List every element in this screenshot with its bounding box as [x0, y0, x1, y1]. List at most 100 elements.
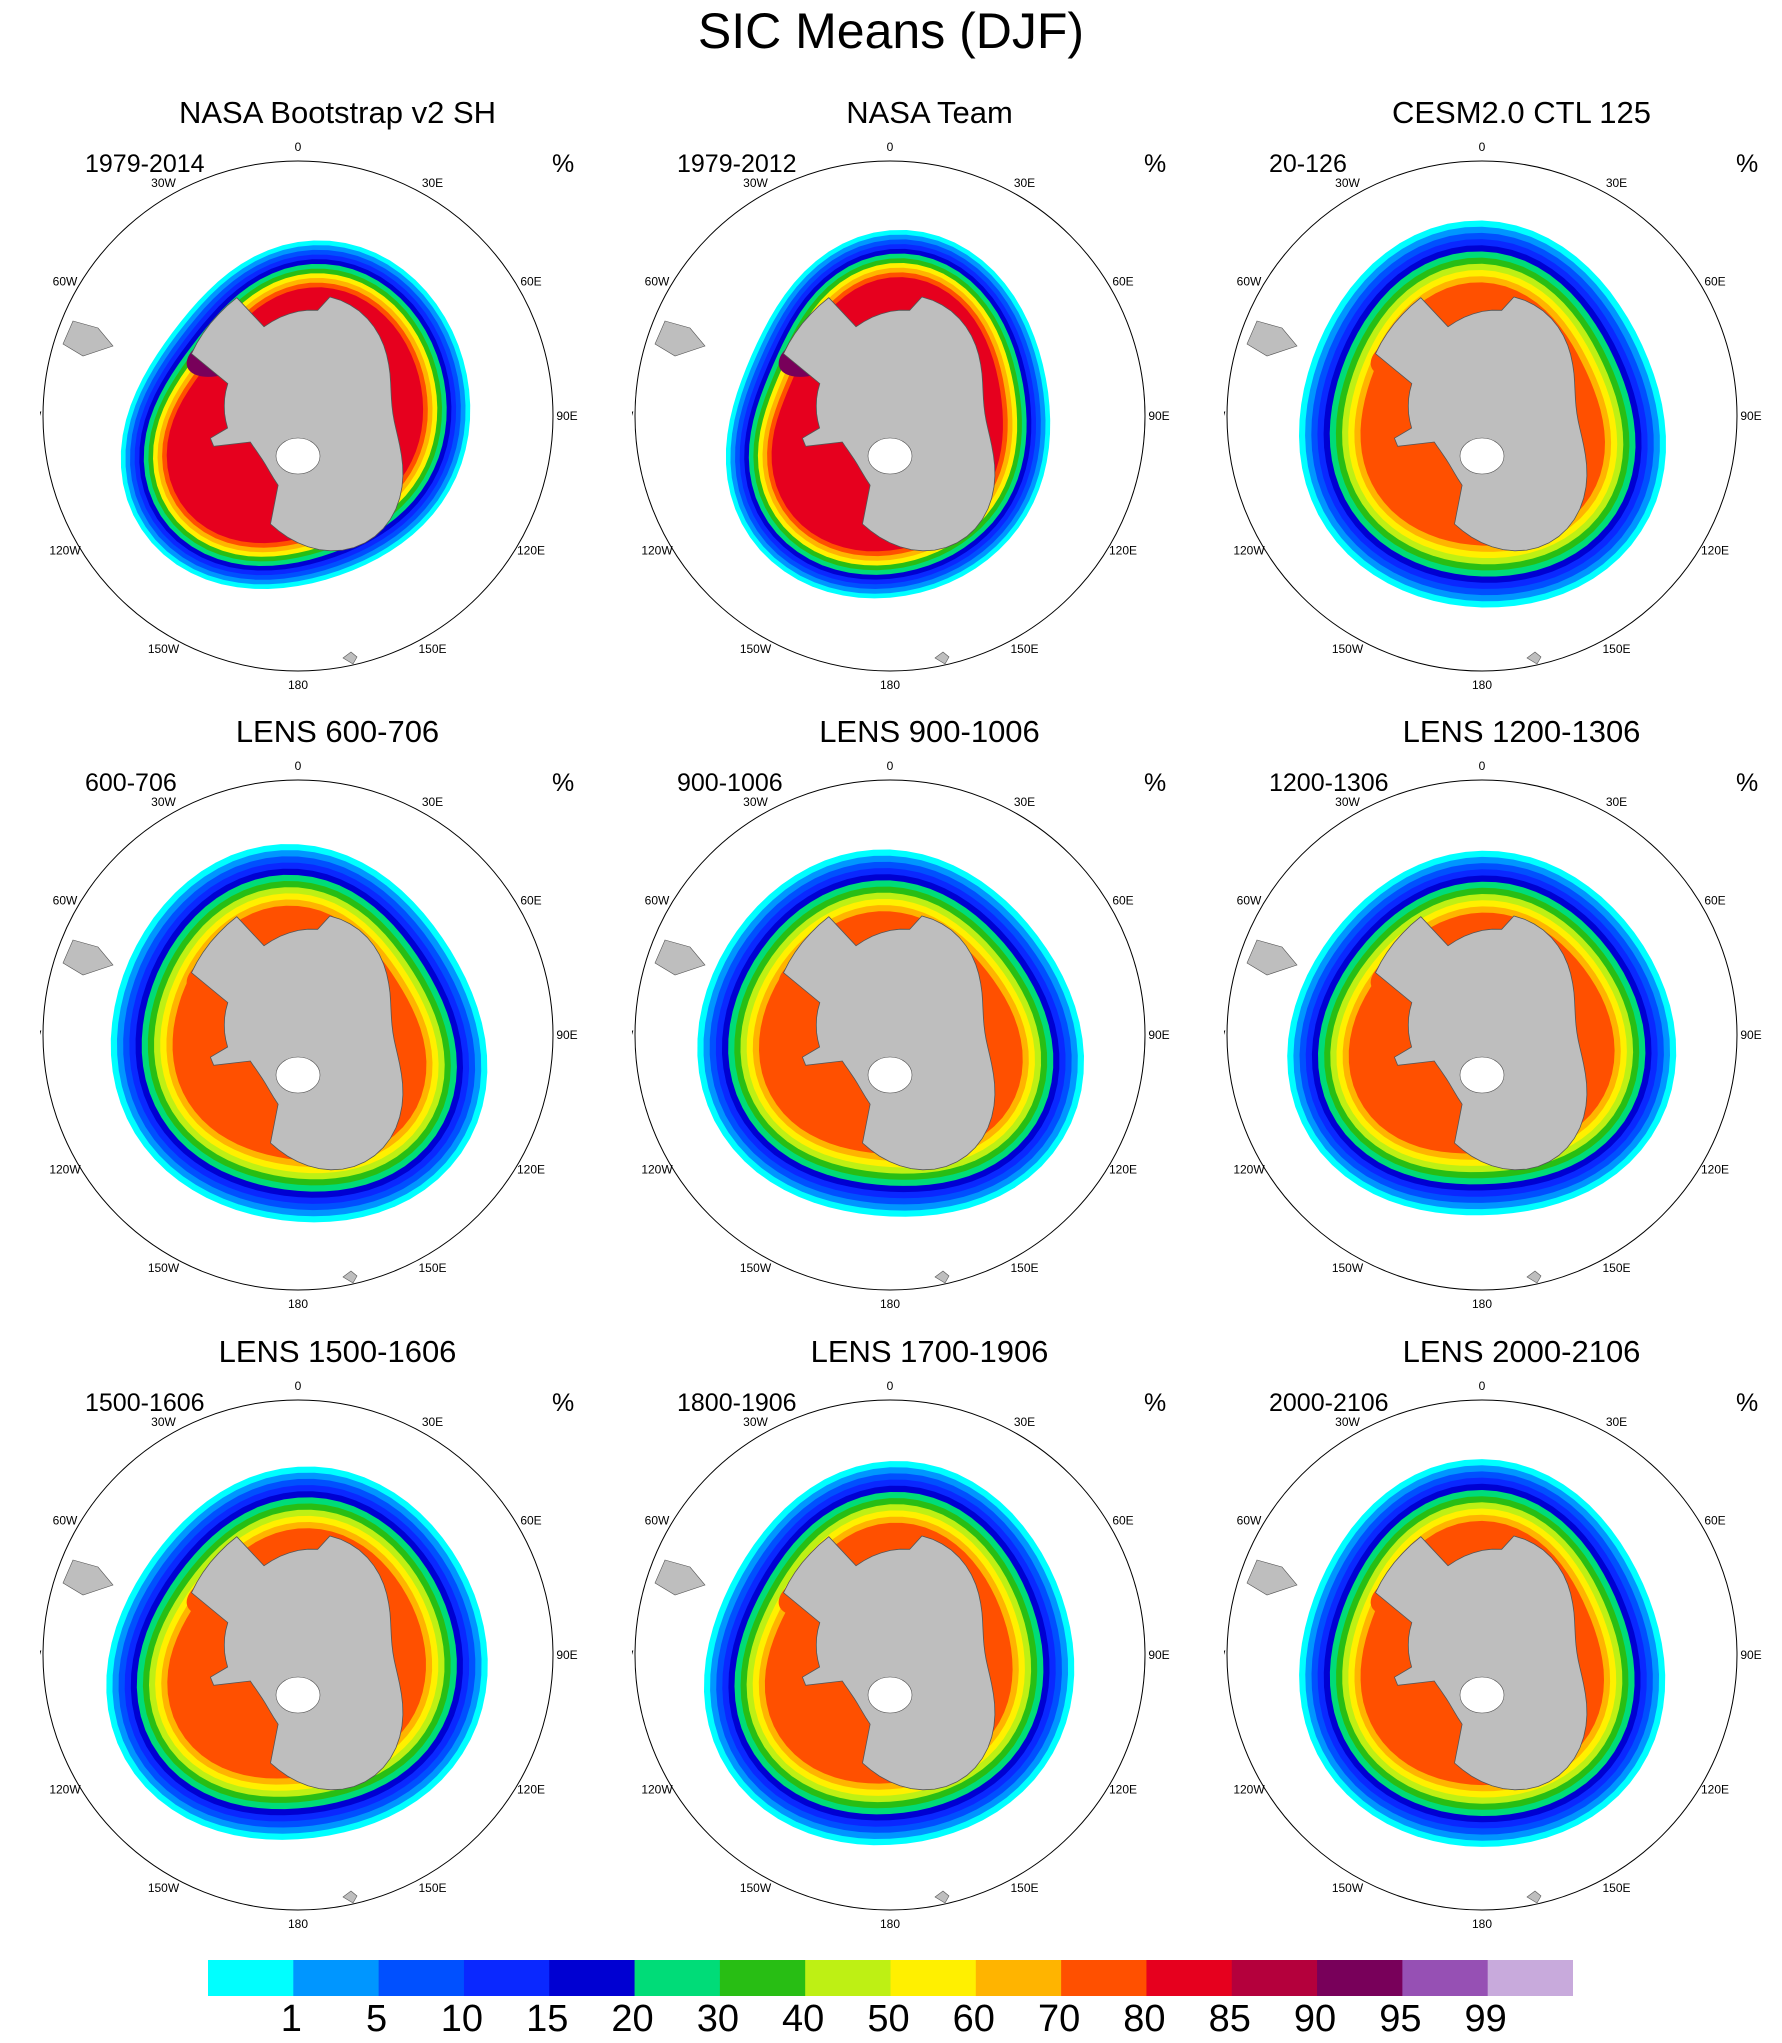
longitude-label: 0	[887, 759, 894, 773]
longitude-label: 60E	[1704, 1514, 1725, 1528]
longitude-label: 120E	[1701, 544, 1729, 558]
longitude-label: 60W	[645, 275, 670, 289]
longitude-label: 150E	[1602, 1261, 1630, 1275]
new-zealand-landmass	[934, 651, 950, 665]
longitude-label: 120W	[49, 1783, 81, 1797]
longitude-label: 120W	[641, 1783, 673, 1797]
longitude-label: 30W	[743, 795, 768, 809]
longitude-label: 150W	[1332, 1881, 1364, 1895]
colorbar-tick-label: 5	[366, 1998, 388, 2040]
panel-period: 1500-1606	[85, 1389, 205, 1417]
panel-title: LENS 1700-1906	[810, 1334, 1049, 1369]
longitude-label: 120E	[517, 544, 545, 558]
south-america-landmass	[1246, 320, 1298, 357]
panel-period: 1200-1306	[1269, 769, 1389, 797]
longitude-label: 90E	[1740, 1028, 1761, 1042]
new-zealand-landmass	[934, 1890, 950, 1904]
map-panel: 0 30E 60E 90E 120E 150E 180 150W 120W 90W 60W 30W LE…	[40, 715, 635, 1335]
panel-period: 1979-2012	[677, 150, 797, 178]
longitude-label: 120W	[1233, 1783, 1265, 1797]
longitude-label: 90E	[556, 409, 577, 423]
panel-units: %	[1736, 150, 1759, 178]
ross-ice-shelf	[1459, 437, 1505, 475]
panel-period: 900-1006	[677, 769, 783, 797]
longitude-label: 150E	[1010, 642, 1038, 656]
south-america-landmass	[62, 320, 114, 357]
antarctica-landmass	[190, 915, 404, 1171]
colorbar-swatch	[378, 1960, 465, 1996]
polar-map: 0 30E 60E 90E 120E 150E 180 150W 120W 90W 60W 30W	[632, 1379, 1170, 1931]
longitude-label: 90E	[1740, 409, 1761, 423]
colorbar-tick-label: 20	[611, 1998, 654, 2040]
longitude-label: 180	[288, 1297, 308, 1311]
longitude-label: 30W	[151, 795, 176, 809]
longitude-label: 30E	[1606, 795, 1627, 809]
colorbar-swatch	[890, 1960, 977, 1996]
colorbar-swatch	[1317, 1960, 1403, 1996]
map-panel: 0 30E 60E 90E 120E 150E 180 150W 120W 90W 60W 30W LE…	[40, 1335, 635, 1955]
longitude-label: 30W	[1335, 795, 1360, 809]
colorbar-tick-label: 30	[696, 1998, 740, 2040]
antarctica-landmass	[782, 915, 996, 1171]
longitude-label: 150W	[1332, 1261, 1364, 1275]
longitude-label: 60E	[1704, 275, 1725, 289]
longitude-label: 180	[288, 678, 308, 692]
map-panel: 0 30E 60E 90E 120E 150E 180 150W 120W 90W 60W 30W LE…	[1224, 1335, 1782, 1955]
longitude-label: 150E	[1602, 1881, 1630, 1895]
panel-period: 20-126	[1269, 150, 1347, 178]
south-america-landmass	[654, 320, 706, 357]
ross-ice-shelf	[275, 437, 321, 475]
colorbar-swatch	[719, 1960, 806, 1996]
colorbar-tick-label: 40	[782, 1998, 825, 2040]
ross-ice-shelf	[1459, 1676, 1505, 1714]
colorbar-tick-label: 99	[1464, 1998, 1507, 2040]
south-america-landmass	[1246, 939, 1298, 976]
panel-units: %	[1736, 769, 1759, 797]
panel-units: %	[1144, 150, 1167, 178]
colorbar-tick-label: 10	[440, 1998, 484, 2040]
longitude-label: 150E	[1010, 1881, 1038, 1895]
longitude-label: 90W	[40, 409, 42, 423]
colorbar-tick-label: 1	[280, 1998, 302, 2040]
colorbar-swatch	[293, 1960, 380, 1996]
polar-map: 0 30E 60E 90E 120E 150E 180 150W 120W 90W 60W 30W	[40, 759, 578, 1311]
longitude-label: 90E	[1148, 409, 1169, 423]
longitude-label: 90W	[632, 1648, 634, 1662]
longitude-label: 60W	[1237, 1514, 1262, 1528]
longitude-label: 60W	[53, 894, 78, 908]
longitude-label: 120W	[1233, 544, 1265, 558]
polar-map: 0 30E 60E 90E 120E 150E 180 150W 120W 90W 60W 30W	[1224, 1379, 1762, 1931]
panel-units: %	[1144, 769, 1167, 797]
longitude-label: 120E	[1701, 1783, 1729, 1797]
longitude-label: 150E	[1602, 642, 1630, 656]
ross-ice-shelf	[275, 1056, 321, 1094]
panel-units: %	[1144, 1389, 1167, 1417]
panel-period: 1800-1906	[677, 1389, 797, 1417]
longitude-label: 60E	[520, 894, 541, 908]
colorbar-swatch	[805, 1960, 891, 1996]
colorbar-swatch	[975, 1960, 1062, 1996]
longitude-label: 30E	[422, 176, 443, 190]
new-zealand-landmass	[342, 1270, 358, 1284]
polar-map: 0 30E 60E 90E 120E 150E 180 150W 120W 90W 60W 30W	[40, 140, 578, 692]
map-panel: 0 30E 60E 90E 120E 150E 180 150W 120W 90W 60W 30W CE…	[1224, 96, 1782, 716]
panel-period: 600-706	[85, 769, 177, 797]
ross-ice-shelf	[1459, 1056, 1505, 1094]
polar-map: 0 30E 60E 90E 120E 150E 180 150W 120W 90W 60W 30W	[632, 140, 1170, 692]
longitude-label: 90W	[1224, 409, 1226, 423]
panel-units: %	[1736, 1389, 1759, 1417]
longitude-label: 30W	[1335, 176, 1360, 190]
longitude-label: 90E	[556, 1028, 577, 1042]
longitude-label: 90W	[632, 409, 634, 423]
longitude-label: 30W	[743, 1415, 768, 1429]
polar-map: 0 30E 60E 90E 120E 150E 180 150W 120W 90W 60W 30W	[632, 759, 1170, 1311]
south-america-landmass	[62, 939, 114, 976]
polar-map: 0 30E 60E 90E 120E 150E 180 150W 120W 90W 60W 30W	[1224, 140, 1762, 692]
longitude-label: 60E	[1704, 894, 1725, 908]
figure-title: SIC Means (DJF)	[697, 3, 1085, 59]
colorbar-swatch	[1402, 1960, 1489, 1996]
longitude-label: 120E	[517, 1783, 545, 1797]
antarctica-landmass	[782, 296, 996, 552]
longitude-label: 90W	[40, 1028, 42, 1042]
longitude-label: 150W	[740, 1881, 772, 1895]
